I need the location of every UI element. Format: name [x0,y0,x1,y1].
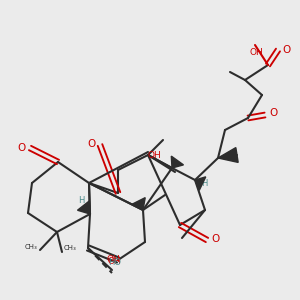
Polygon shape [132,198,145,210]
Polygon shape [77,201,90,214]
Text: CH₃: CH₃ [63,244,76,250]
Text: O: O [17,143,26,153]
Text: O: O [87,139,95,148]
Text: CH₃: CH₃ [25,244,38,250]
Text: HO: HO [109,258,122,267]
Text: H: H [201,178,207,188]
Text: OH: OH [147,151,161,160]
Text: O: O [282,45,290,55]
Text: OH: OH [107,257,121,266]
Text: OH: OH [249,48,263,57]
Polygon shape [218,148,238,162]
Text: H: H [78,196,85,205]
Text: O: O [270,109,278,118]
Text: OH: OH [106,255,120,264]
Polygon shape [171,156,184,168]
Polygon shape [195,177,206,190]
Text: O: O [212,233,220,244]
